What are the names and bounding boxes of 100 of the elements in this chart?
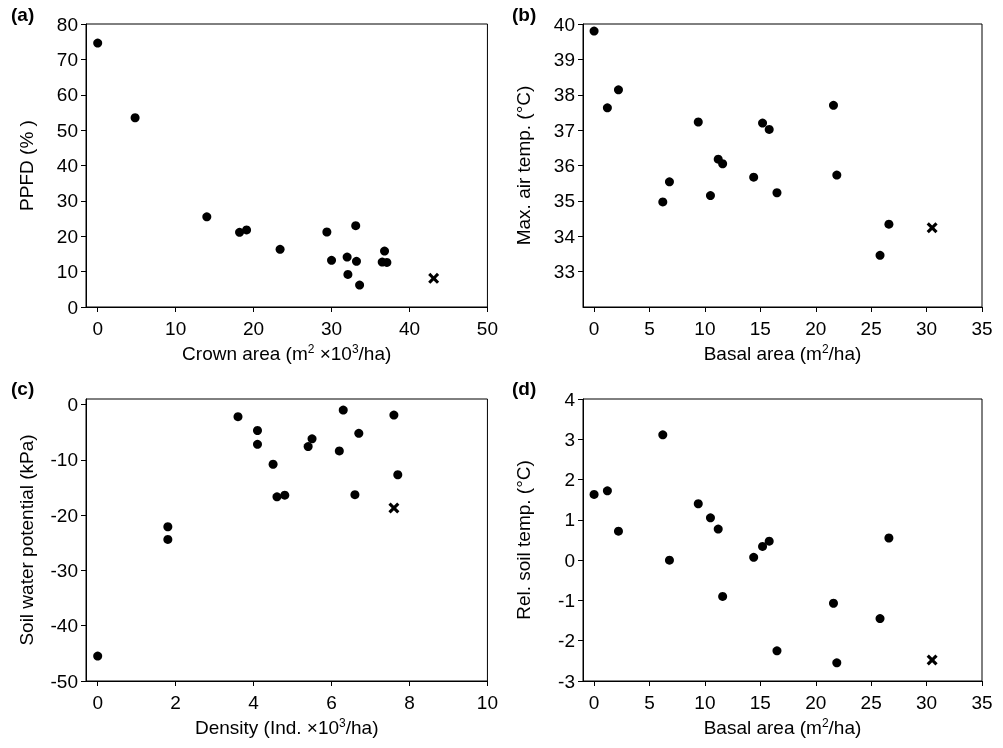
y-tick-label: 30 (56, 190, 78, 212)
x-tick-label: 8 (404, 692, 415, 713)
x-tick-label: 10 (476, 692, 498, 713)
point (253, 426, 262, 436)
x-tick-label: 0 (92, 318, 103, 339)
y-tick-label: -10 (50, 449, 78, 471)
point (749, 172, 759, 182)
point (93, 651, 103, 661)
point (693, 117, 703, 127)
point (428, 272, 440, 284)
point (705, 191, 715, 201)
chart-title: (d) (512, 378, 537, 399)
x-tick-label: 30 (916, 318, 938, 339)
x-tick-label: 0 (588, 692, 600, 713)
point (772, 188, 782, 198)
x-tick-label: 0 (92, 692, 103, 713)
chart-title: (c) (11, 378, 35, 399)
x-tick-label: 4 (248, 692, 260, 713)
x-tick-label: 15 (749, 318, 771, 339)
point (350, 490, 360, 500)
x-tick-label: 25 (860, 318, 882, 339)
y-tick-label: 1 (564, 509, 575, 531)
x-tick-label: 15 (749, 692, 771, 713)
y-tick-label: -2 (558, 630, 575, 652)
y-tick-label: -1 (558, 589, 575, 611)
point (758, 118, 768, 128)
y-tick-label: 20 (56, 225, 78, 247)
point (875, 250, 885, 260)
point (718, 159, 728, 169)
y-tick-label: 4 (564, 388, 576, 410)
point (354, 428, 364, 438)
y-axis-title: PPFD (% ) (16, 120, 37, 211)
point (322, 227, 332, 237)
x-tick-label: 10 (694, 692, 716, 713)
point (389, 410, 399, 420)
point (713, 524, 723, 534)
point (718, 591, 728, 601)
y-tick-label: 37 (553, 119, 575, 141)
point (235, 227, 245, 237)
x-tick-label: 25 (860, 692, 882, 713)
point (926, 222, 938, 234)
y-tick-label: -30 (50, 559, 78, 581)
point (664, 177, 674, 187)
point (242, 225, 252, 235)
point (380, 246, 390, 256)
point (705, 513, 715, 523)
point (589, 26, 599, 36)
point (338, 405, 348, 415)
x-tick-label: 0 (588, 318, 600, 339)
point (303, 442, 313, 452)
point (764, 124, 774, 134)
x-tick-label: 35 (971, 318, 993, 339)
point (351, 256, 361, 266)
y-axis-title: Rel. soil temp. (°C) (513, 460, 534, 620)
point (163, 522, 173, 532)
point (832, 170, 842, 180)
x-tick-label: 5 (644, 692, 655, 713)
point (758, 541, 768, 551)
point (272, 492, 282, 502)
y-tick-label: 33 (553, 261, 575, 283)
point (884, 219, 894, 229)
point (749, 552, 759, 562)
point (268, 459, 278, 469)
y-tick-label: 0 (564, 549, 575, 571)
y-tick-label: 35 (553, 190, 575, 212)
y-tick-label: 2 (564, 469, 575, 491)
y-tick-label: 40 (56, 155, 78, 176)
point (233, 412, 243, 422)
x-tick-label: 40 (398, 318, 421, 339)
x-tick-label: 10 (165, 318, 187, 339)
point (926, 654, 938, 666)
y-axis-title: Max. air temp. (°C) (513, 85, 534, 246)
point (664, 555, 674, 565)
point (393, 470, 403, 480)
y-tick-label: 60 (56, 84, 78, 106)
y-tick-label: 39 (553, 48, 575, 70)
point (658, 197, 668, 207)
y-tick-label: 50 (56, 119, 78, 141)
point (343, 269, 353, 279)
x-tick-label: 35 (971, 692, 993, 713)
y-tick-label: 80 (56, 13, 78, 35)
point (589, 489, 599, 499)
point (772, 646, 782, 656)
y-tick-label: 38 (553, 84, 575, 106)
x-tick-label: 30 (916, 692, 938, 713)
point (280, 490, 290, 500)
y-tick-label: 3 (564, 428, 575, 450)
point (355, 280, 365, 290)
point (93, 38, 103, 48)
y-tick-label: 0 (67, 296, 78, 318)
point (253, 439, 262, 449)
point (602, 103, 612, 113)
x-tick-label: 20 (243, 318, 265, 339)
x-tick-label: 5 (644, 318, 655, 339)
point (613, 85, 623, 95)
y-tick-label: 34 (553, 225, 576, 247)
x-tick-label: 20 (805, 692, 827, 713)
point (388, 502, 400, 514)
point (327, 255, 337, 265)
y-tick-label: 10 (56, 261, 78, 283)
